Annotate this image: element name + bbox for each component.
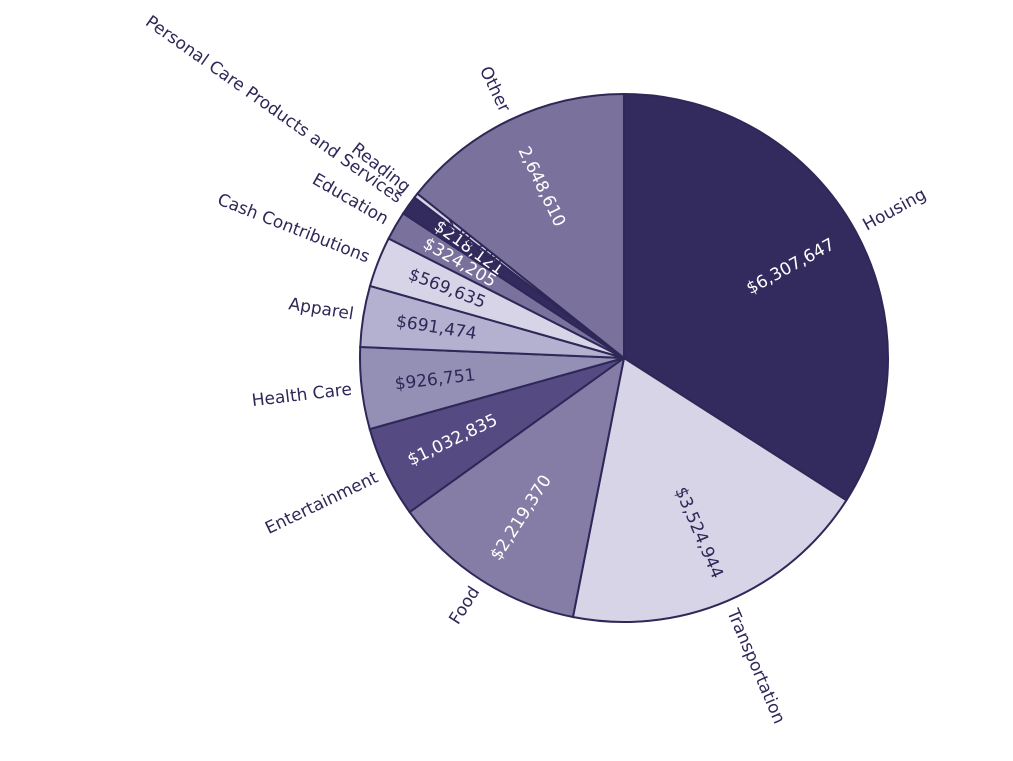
pie-slice [623,92,889,502]
category-label: Other [475,63,514,115]
category-label: Housing [860,185,930,236]
category-label: Health Care [251,380,353,411]
pie-slice [408,355,626,619]
category-label: Personal Care Products and Services [142,12,407,208]
pie-slice [416,92,625,361]
pie-slice [571,356,848,623]
category-label: Transportation [722,605,789,727]
category-label: Food [445,583,484,628]
category-label: Entertainment [262,468,382,539]
category-label: Apparel [287,294,355,324]
